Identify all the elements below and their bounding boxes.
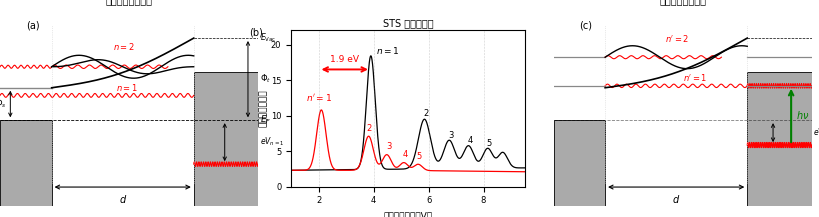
Text: $eV_{n=1}$: $eV_{n=1}$ (260, 136, 284, 148)
Text: 2: 2 (423, 109, 428, 118)
Text: (b): (b) (249, 27, 263, 37)
Bar (553, 120, 604, 206)
Text: $n=1$: $n=1$ (116, 82, 138, 92)
Text: $h\nu$: $h\nu$ (795, 109, 808, 122)
Text: $n=2$: $n=2$ (113, 41, 135, 53)
Text: 5: 5 (416, 152, 421, 161)
X-axis label: バイアス電圧（V）: バイアス電圧（V） (383, 211, 432, 217)
Text: $n = 1$: $n = 1$ (376, 45, 400, 56)
Text: $d$: $d$ (672, 193, 680, 205)
Bar (746, 72, 811, 206)
Text: 1.9 eV: 1.9 eV (330, 56, 359, 64)
Text: $\Phi_s$: $\Phi_s$ (0, 98, 7, 110)
Text: $E_{\rm Vac}$: $E_{\rm Vac}$ (260, 32, 275, 44)
Title: STS スペクトル: STS スペクトル (382, 18, 432, 28)
Text: $E_F$: $E_F$ (260, 114, 271, 127)
Text: $n' = 1$: $n' = 1$ (305, 92, 331, 103)
Text: 5: 5 (486, 139, 491, 148)
Text: レーザー照射なし: レーザー照射なし (106, 0, 152, 5)
Text: $eV_{n'=1}$: $eV_{n'=1}$ (812, 126, 819, 139)
Text: $\Phi_t$: $\Phi_t$ (260, 73, 270, 85)
Text: 4: 4 (467, 136, 472, 145)
Text: 4: 4 (402, 150, 407, 159)
Text: $n'=1$: $n'=1$ (681, 72, 706, 83)
Text: $d$: $d$ (119, 193, 127, 205)
Text: 2: 2 (366, 124, 372, 133)
Y-axis label: コンダクタンス: コンダクタンス (259, 90, 268, 127)
Text: レーザー照射あり: レーザー照射あり (658, 0, 705, 5)
Text: (a): (a) (26, 21, 39, 31)
Text: (c): (c) (578, 21, 591, 31)
Text: 3: 3 (447, 132, 453, 140)
Text: 3: 3 (386, 142, 391, 151)
Bar (0, 120, 52, 206)
Text: $n'=2$: $n'=2$ (664, 33, 689, 44)
Bar (193, 72, 258, 206)
